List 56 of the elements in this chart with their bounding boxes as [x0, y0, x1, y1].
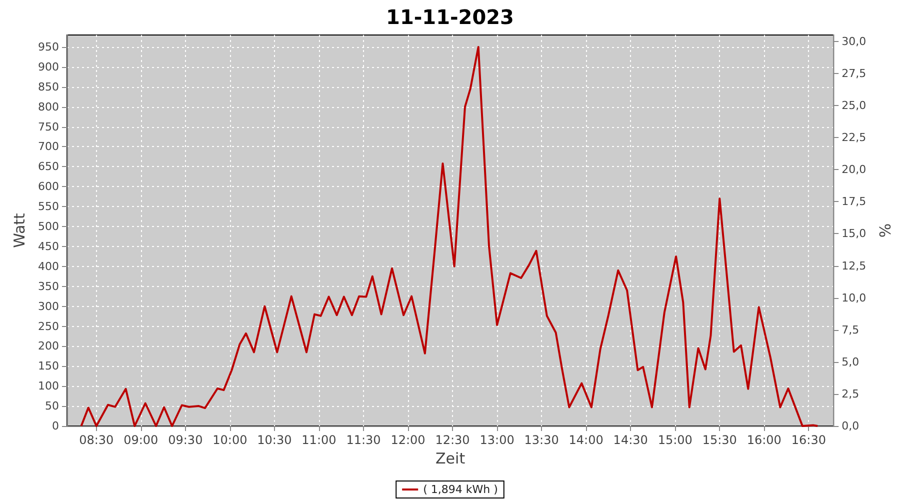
y-tick-label: 100: [38, 380, 59, 393]
y-tick-label: 500: [38, 220, 59, 234]
y-tick-label: 150: [38, 360, 59, 373]
chart-title: 11-11-2023: [386, 5, 514, 29]
x-tick-label: 12:00: [390, 433, 426, 447]
y-tick-label: 850: [38, 80, 59, 94]
y-tick-label: 400: [38, 260, 59, 273]
x-tick-label: 11:00: [302, 433, 336, 447]
y2-axis-title: %: [876, 223, 894, 238]
line-series: [80, 46, 819, 427]
y-tick-label: 250: [38, 320, 59, 333]
y2-tick-label: 2,5: [842, 387, 860, 400]
x-tick-label: 14:00: [568, 433, 604, 447]
y-tick-label: 50: [45, 400, 59, 413]
x-tick-label: 13:00: [480, 433, 514, 447]
x-tick-label: 12:30: [435, 433, 470, 447]
y-tick-label: 300: [38, 300, 59, 313]
x-tick-label: 15:30: [702, 433, 737, 447]
y2-tick-label: 7,5: [842, 323, 860, 336]
y2-tick-label: 12,5: [842, 259, 866, 272]
y-axis-title: Watt: [10, 212, 28, 248]
y-tick-label: 900: [38, 60, 59, 74]
y-tick-label: 0: [52, 420, 59, 432]
x-tick-label: 09:30: [168, 433, 203, 447]
y-tick-label: 800: [38, 100, 59, 114]
y2-tick-label: 17,5: [842, 195, 866, 208]
y2-tick-label: 30,0: [842, 34, 866, 48]
y-tick-label: 950: [38, 40, 59, 54]
y-tick-label: 650: [38, 160, 59, 174]
y2-tick-label: 25,0: [842, 99, 866, 112]
legend-label: ( 1,894 kWh ): [423, 483, 498, 496]
x-tick-label: 16:00: [746, 433, 782, 447]
x-tick-label: 10:00: [212, 433, 248, 447]
x-tick-label: 11:30: [346, 433, 381, 447]
x-tick-label: 16:30: [791, 433, 826, 447]
x-tick-label: 09:00: [124, 433, 158, 447]
y2-tick-label: 15,0: [842, 227, 866, 240]
x-tick-label: 10:30: [257, 433, 292, 447]
y-tick-label: 600: [38, 180, 59, 194]
y-tick-label: 450: [38, 240, 59, 253]
y-tick-label: 700: [38, 140, 59, 154]
y-tick-label: 350: [38, 280, 59, 293]
x-tick-label: 14:30: [613, 433, 648, 447]
x-axis-title: Zeit: [436, 450, 466, 468]
y2-tick-label: 0,0: [842, 420, 860, 432]
y-tick-label: 200: [38, 340, 59, 353]
y2-tick-label: 5,0: [842, 355, 860, 368]
y-tick-label: 750: [38, 120, 59, 134]
x-tick-label: 08:30: [79, 433, 114, 447]
x-tick-label: 13:30: [524, 433, 559, 447]
y2-tick-label: 10,0: [842, 291, 866, 304]
y2-tick-label: 20,0: [842, 163, 866, 176]
y2-tick-label: 22,5: [842, 131, 866, 144]
x-tick-label: 15:00: [658, 433, 692, 447]
y2-tick-label: 27,5: [842, 66, 866, 80]
y-tick-label: 550: [38, 200, 59, 214]
